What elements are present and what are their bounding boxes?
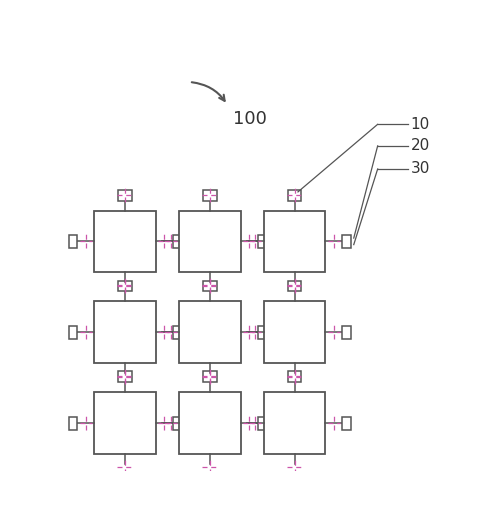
Bar	[342, 326, 351, 339]
Bar	[203, 190, 217, 200]
Bar	[69, 326, 77, 339]
Bar	[203, 280, 217, 291]
Bar	[173, 416, 182, 430]
Bar	[264, 393, 325, 454]
Bar	[118, 371, 132, 382]
Bar	[288, 190, 301, 200]
Text: 100: 100	[233, 111, 267, 129]
Bar	[173, 235, 182, 248]
Text: 20: 20	[411, 139, 430, 153]
Bar	[179, 302, 241, 363]
Bar	[94, 211, 156, 272]
Bar	[179, 211, 241, 272]
Bar	[69, 416, 77, 430]
Bar	[342, 235, 351, 248]
Bar	[118, 280, 132, 291]
Bar	[264, 211, 325, 272]
Bar	[94, 393, 156, 454]
Bar	[94, 302, 156, 363]
Bar	[179, 393, 241, 454]
Bar	[288, 280, 301, 291]
Text: 30: 30	[411, 161, 430, 177]
Bar	[258, 416, 266, 430]
Bar	[342, 416, 351, 430]
Bar	[203, 371, 217, 382]
Bar	[173, 326, 182, 339]
Bar	[264, 302, 325, 363]
Bar	[258, 326, 266, 339]
Bar	[118, 190, 132, 200]
Text: 10: 10	[411, 117, 430, 132]
Bar	[288, 371, 301, 382]
Bar	[258, 235, 266, 248]
Bar	[69, 235, 77, 248]
